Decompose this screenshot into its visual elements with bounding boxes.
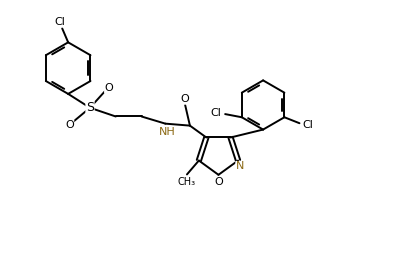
Text: O: O	[213, 177, 222, 187]
Text: O: O	[65, 120, 74, 130]
Text: S: S	[86, 101, 94, 114]
Text: Cl: Cl	[302, 120, 313, 130]
Text: Cl: Cl	[54, 17, 65, 27]
Text: Cl: Cl	[210, 108, 221, 118]
Text: N: N	[235, 162, 244, 172]
Text: NH: NH	[158, 127, 175, 137]
Text: O: O	[180, 94, 189, 104]
Text: CH₃: CH₃	[177, 177, 195, 187]
Text: O: O	[104, 83, 113, 93]
